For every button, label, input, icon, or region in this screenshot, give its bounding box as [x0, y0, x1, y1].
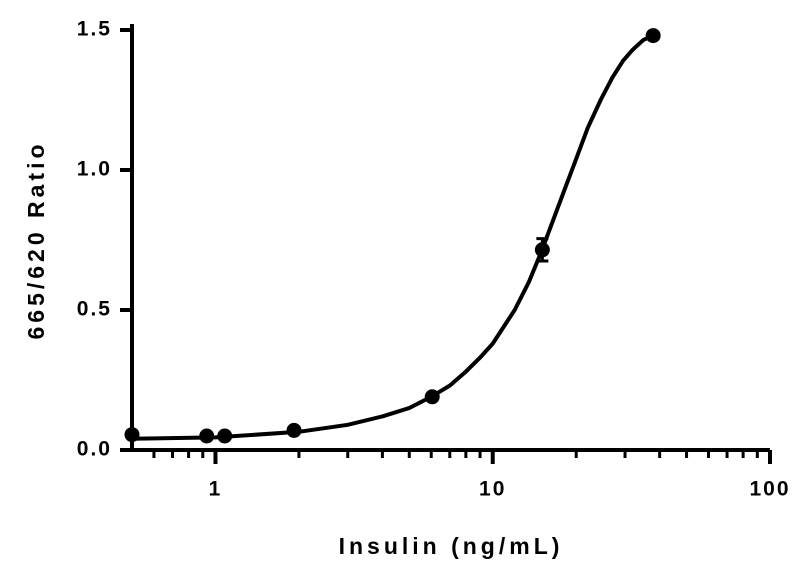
- y-tick-label: 1.0: [77, 158, 112, 181]
- y-tick-label: 0.5: [77, 298, 112, 321]
- data-point: [217, 428, 233, 444]
- y-tick-label: 0.0: [77, 438, 112, 461]
- y-tick-label: 1.5: [77, 18, 112, 41]
- data-point: [286, 422, 302, 438]
- x-tick-label: 1: [209, 478, 223, 501]
- data-point: [124, 427, 140, 443]
- data-point: [645, 28, 661, 44]
- data-point: [199, 428, 215, 444]
- data-point: [424, 389, 440, 405]
- data-point: [534, 242, 550, 258]
- x-tick-label: 100: [749, 478, 790, 501]
- x-tick-label: 10: [479, 478, 506, 501]
- fit-curve: [131, 33, 655, 441]
- x-axis-label: Insulin (ng/mL): [339, 533, 564, 559]
- y-axis-label: 665/620 Ratio: [23, 140, 49, 339]
